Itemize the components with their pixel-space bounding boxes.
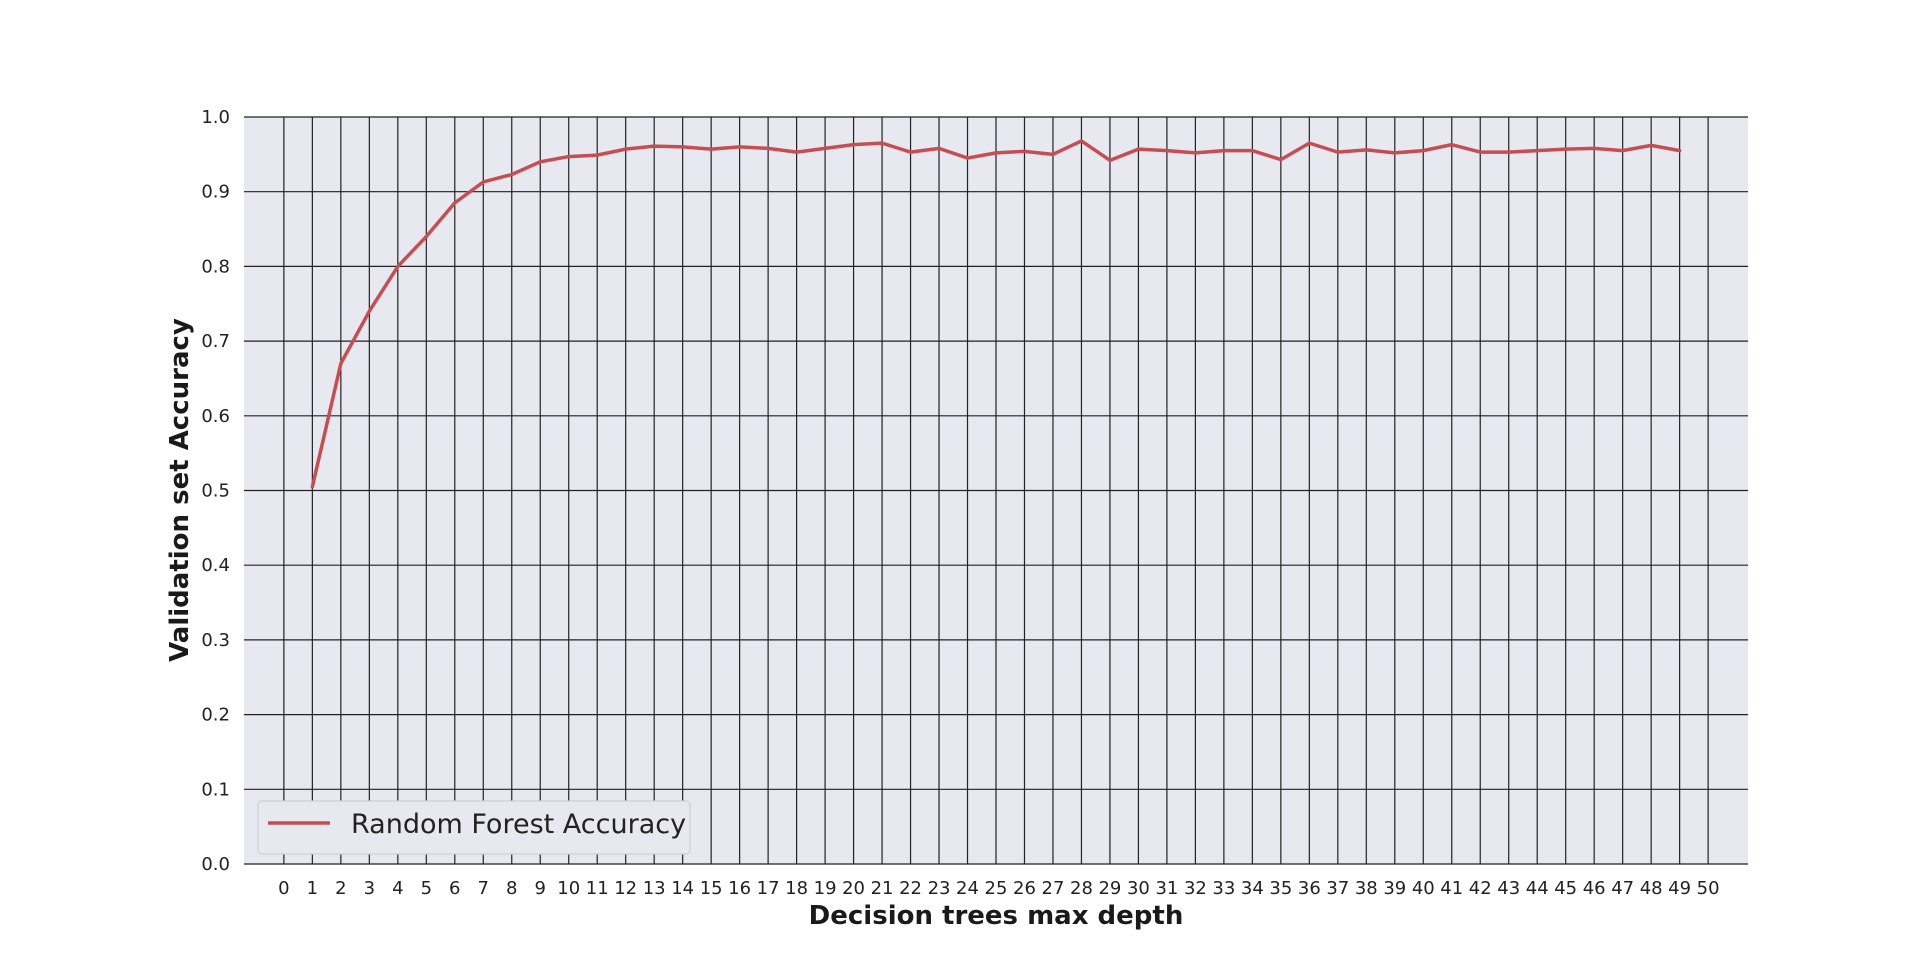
y-tick-label: 0.2 (201, 705, 230, 726)
x-tick-label: 4 (392, 878, 403, 899)
y-tick-label: 0.5 (201, 481, 230, 502)
x-tick-label: 37 (1326, 878, 1349, 899)
x-tick-label: 38 (1355, 878, 1378, 899)
y-axis-title: Validation set Accuracy (165, 318, 195, 662)
x-tick-label: 28 (1070, 878, 1093, 899)
x-tick-label: 26 (1013, 878, 1036, 899)
x-tick-label: 50 (1697, 878, 1720, 899)
x-tick-label: 22 (899, 878, 922, 899)
y-tick-label: 0.3 (201, 630, 230, 651)
x-tick-label: 6 (449, 878, 460, 899)
x-tick-label: 14 (671, 878, 694, 899)
x-tick-label: 17 (757, 878, 780, 899)
x-tick-label: 32 (1184, 878, 1207, 899)
x-tick-label: 48 (1640, 878, 1663, 899)
x-tick-label: 36 (1298, 878, 1321, 899)
x-tick-label: 19 (814, 878, 837, 899)
series-layer (310, 139, 1682, 489)
x-tick-label: 33 (1212, 878, 1235, 899)
x-tick-label: 24 (956, 878, 979, 899)
y-tick-label: 0.4 (201, 555, 230, 576)
x-tick-label: 2 (335, 878, 346, 899)
y-tick-label: 0.7 (201, 331, 230, 352)
x-tick-label: 15 (700, 878, 723, 899)
x-tick-label: 21 (871, 878, 894, 899)
x-tick-label: 5 (421, 878, 432, 899)
x-tick-label: 12 (614, 878, 637, 899)
x-tick-label: 7 (478, 878, 489, 899)
legend-label-random-forest: Random Forest Accuracy (351, 809, 686, 840)
x-tick-label: 16 (728, 878, 751, 899)
x-tick-label: 30 (1127, 878, 1150, 899)
y-tick-label: 0.9 (201, 182, 230, 203)
x-tick-label: 20 (842, 878, 865, 899)
x-tick-label: 13 (643, 878, 666, 899)
x-tick-label: 35 (1269, 878, 1292, 899)
x-tick-label: 3 (364, 878, 375, 899)
x-tick-label: 29 (1098, 878, 1121, 899)
x-tick-label: 45 (1554, 878, 1577, 899)
grid (244, 116, 1748, 865)
x-tick-label: 41 (1440, 878, 1463, 899)
y-tick-label: 0.1 (201, 779, 230, 800)
x-tick-label: 10 (557, 878, 580, 899)
x-tick-label: 0 (278, 878, 289, 899)
x-tick-label: 18 (785, 878, 808, 899)
x-tick-label: 44 (1526, 878, 1549, 899)
x-tick-label: 43 (1497, 878, 1520, 899)
x-tick-label: 31 (1155, 878, 1178, 899)
x-tick-label: 40 (1412, 878, 1435, 899)
legend: Random Forest Accuracy (257, 800, 691, 855)
x-tick-labels: 0 1 2 3 4 5 6 7 8 9 10 11 12 13 14 15 16 17 18 19 20 21 22 23 24… (278, 878, 1719, 899)
y-tick-label: 0.8 (201, 256, 230, 277)
x-tick-label: 25 (985, 878, 1008, 899)
y-tick-label: 0.0 (201, 854, 230, 875)
x-tick-label: 11 (586, 878, 609, 899)
x-tick-label: 1 (307, 878, 318, 899)
y-tick-label: 0.6 (201, 406, 230, 427)
x-tick-label: 9 (535, 878, 546, 899)
x-tick-label: 27 (1042, 878, 1065, 899)
x-tick-label: 8 (506, 878, 517, 899)
series-line-random-forest-accuracy (310, 139, 1682, 489)
x-axis-title: Decision trees max depth (809, 901, 1184, 931)
legend-box (257, 800, 691, 855)
x-tick-label: 47 (1611, 878, 1634, 899)
x-tick-label: 42 (1469, 878, 1492, 899)
y-tick-label: 1.0 (201, 107, 230, 128)
x-tick-label: 34 (1241, 878, 1264, 899)
y-tick-labels: 0.0 0.1 0.2 0.3 0.4 0.5 0.6 0.7 0.8 0.9 1.0 (201, 107, 230, 875)
x-tick-label: 23 (928, 878, 951, 899)
x-tick-label: 46 (1583, 878, 1606, 899)
x-tick-label: 49 (1668, 878, 1691, 899)
x-tick-label: 39 (1383, 878, 1406, 899)
